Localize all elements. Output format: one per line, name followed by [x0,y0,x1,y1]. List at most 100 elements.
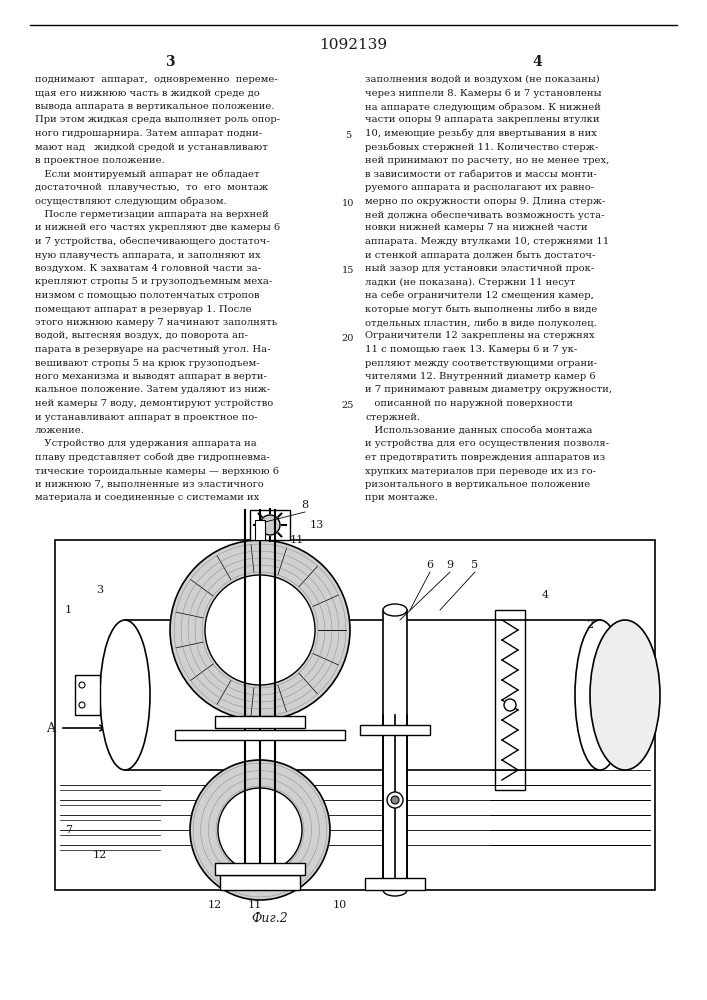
Text: 11 с помощью гаек 13. Камеры 6 и 7 ук-: 11 с помощью гаек 13. Камеры 6 и 7 ук- [365,345,577,354]
Circle shape [79,682,85,688]
Text: низмом с помощью полотенчатых стропов: низмом с помощью полотенчатых стропов [35,291,259,300]
Text: 3: 3 [96,585,103,595]
Ellipse shape [575,620,625,770]
Text: мерно по окружности опоры 9. Длина стерж-: мерно по окружности опоры 9. Длина стерж… [365,196,605,206]
Bar [255,520,265,540]
Bar [215,716,305,728]
Text: ложение.: ложение. [35,426,85,435]
Text: кальное положение. Затем удаляют из ниж-: кальное положение. Затем удаляют из ниж- [35,385,270,394]
Text: репляют между соответствующими ограни-: репляют между соответствующими ограни- [365,359,597,367]
Text: A: A [46,722,55,734]
Text: и нижнюю 7, выполненные из эластичного: и нижнюю 7, выполненные из эластичного [35,480,264,489]
Text: через ниппели 8. Камеры 6 и 7 установлены: через ниппели 8. Камеры 6 и 7 установлен… [365,89,602,98]
Text: ладки (не показана). Стержни 11 несут: ладки (не показана). Стержни 11 несут [365,277,575,287]
Text: которые могут быть выполнены либо в виде: которые могут быть выполнены либо в виде [365,304,597,314]
Bar [360,725,430,735]
Text: 13: 13 [310,520,325,530]
Text: новки нижней камеры 7 на нижней части: новки нижней камеры 7 на нижней части [365,224,588,232]
Text: щая его нижнюю часть в жидкой среде до: щая его нижнюю часть в жидкой среде до [35,89,259,98]
Text: 2: 2 [586,620,594,630]
Text: 25: 25 [341,401,354,410]
Text: 12: 12 [208,900,222,910]
Text: описанной по наружной поверхности: описанной по наружной поверхности [365,399,573,408]
Circle shape [504,699,516,711]
Text: вешивают стропы 5 на крюк грузоподъем-: вешивают стропы 5 на крюк грузоподъем- [35,359,259,367]
Text: в зависимости от габаритов и массы монти-: в зависимости от габаритов и массы монти… [365,169,597,179]
Text: аппарата. Между втулками 10, стержнями 11: аппарата. Между втулками 10, стержнями 1… [365,237,609,246]
Text: материала и соединенные с системами их: материала и соединенные с системами их [35,493,259,502]
Text: 5: 5 [472,560,479,570]
Text: После герметизации аппарата на верхней: После герметизации аппарата на верхней [35,210,269,219]
Text: 15: 15 [341,266,354,275]
Text: этого нижнюю камеру 7 начинают заполнять: этого нижнюю камеру 7 начинают заполнять [35,318,277,327]
Text: Если монтируемый аппарат не обладает: Если монтируемый аппарат не обладает [35,169,259,179]
Text: ризонтального в вертикальное положение: ризонтального в вертикальное положение [365,480,590,489]
Bar [215,863,305,875]
Circle shape [218,788,302,872]
Text: и стенкой аппарата должен быть достаточ-: и стенкой аппарата должен быть достаточ- [365,250,595,260]
Text: 20: 20 [341,334,354,343]
Text: 4: 4 [532,55,542,69]
Text: на аппарате следующим образом. К нижней: на аппарате следующим образом. К нижней [365,102,601,111]
Circle shape [387,792,403,808]
Text: Ограничители 12 закреплены на стержнях: Ограничители 12 закреплены на стержнях [365,332,595,340]
Text: 5: 5 [345,131,351,140]
Text: достаточной  плавучестью,  то  его  монтаж: достаточной плавучестью, то его монтаж [35,183,268,192]
Text: хрупких материалов при переводе их из го-: хрупких материалов при переводе их из го… [365,466,596,476]
Text: 1: 1 [65,605,72,615]
Text: и 7 устройства, обеспечивающего достаточ-: и 7 устройства, обеспечивающего достаточ… [35,237,270,246]
Bar [220,875,300,890]
Circle shape [190,760,330,900]
Circle shape [170,540,350,720]
Text: помещают аппарат в резервуар 1. После: помещают аппарат в резервуар 1. После [35,304,252,314]
Text: отдельных пластин, либо в виде полуколец.: отдельных пластин, либо в виде полуколец… [365,318,597,328]
Text: ней принимают по расчету, но не менее трех,: ней принимают по расчету, но не менее тр… [365,156,609,165]
Bar [125,620,600,770]
Text: водой, вытесняя воздух, до поворота ап-: водой, вытесняя воздух, до поворота ап- [35,332,248,340]
Ellipse shape [590,620,660,770]
Text: Фиг.2: Фиг.2 [252,912,288,924]
Text: резьбовых стержней 11. Количество стерж-: резьбовых стержней 11. Количество стерж- [365,142,598,152]
Text: 3: 3 [165,55,175,69]
Text: ней камеры 7 воду, демонтируют устройство: ней камеры 7 воду, демонтируют устройств… [35,399,273,408]
Text: 7: 7 [65,825,72,835]
Circle shape [79,702,85,708]
Text: в проектное положение.: в проектное положение. [35,156,165,165]
Text: ную плавучесть аппарата, и заполняют их: ную плавучесть аппарата, и заполняют их [35,250,261,259]
Text: 6: 6 [426,560,433,570]
Text: ного гидрошарнира. Затем аппарат подни-: ного гидрошарнира. Затем аппарат подни- [35,129,262,138]
Text: чителями 12. Внутренний диаметр камер 6: чителями 12. Внутренний диаметр камер 6 [365,372,595,381]
Bar [55,540,655,890]
Bar [75,675,100,715]
Ellipse shape [100,620,150,770]
Text: тические тороидальные камеры — верхнюю 6: тические тороидальные камеры — верхнюю 6 [35,466,279,476]
Text: осуществляют следующим образом.: осуществляют следующим образом. [35,196,227,206]
Circle shape [205,575,315,685]
Text: 8: 8 [301,500,308,510]
Bar [495,610,525,790]
Text: поднимают  аппарат,  одновременно  переме-: поднимают аппарат, одновременно переме- [35,75,278,84]
Text: и устройства для его осуществления позволя-: и устройства для его осуществления позво… [365,440,609,448]
Text: 12: 12 [93,850,107,860]
Text: ет предотвратить повреждения аппаратов из: ет предотвратить повреждения аппаратов и… [365,453,605,462]
Bar [365,878,425,890]
Text: 10, имеющие резьбу для ввертывания в них: 10, имеющие резьбу для ввертывания в них [365,129,597,138]
Text: 1092139: 1092139 [319,38,387,52]
Text: При этом жидкая среда выполняет роль опор-: При этом жидкая среда выполняет роль опо… [35,115,280,124]
Text: руемого аппарата и располагают их равно-: руемого аппарата и располагают их равно- [365,183,594,192]
Text: стержней.: стержней. [365,412,420,422]
Text: части опоры 9 аппарата закреплены втулки: части опоры 9 аппарата закреплены втулки [365,115,600,124]
Circle shape [391,796,399,804]
Text: 9: 9 [446,560,454,570]
Text: парата в резервуаре на расчетный угол. На-: парата в резервуаре на расчетный угол. Н… [35,345,271,354]
Text: заполнения водой и воздухом (не показаны): заполнения водой и воздухом (не показаны… [365,75,600,84]
Text: ного механизма и выводят аппарат в верти-: ного механизма и выводят аппарат в верти… [35,372,267,381]
Text: воздухом. К захватам 4 головной части за-: воздухом. К захватам 4 головной части за… [35,264,261,273]
Text: и нижней его частях укрепляют две камеры 6: и нижней его частях укрепляют две камеры… [35,224,280,232]
Text: мают над   жидкой средой и устанавливают: мают над жидкой средой и устанавливают [35,142,268,151]
Text: 10: 10 [341,199,354,208]
Text: 10: 10 [333,900,347,910]
Text: Устройство для удержания аппарата на: Устройство для удержания аппарата на [35,440,257,448]
Bar [250,510,290,540]
Text: ный зазор для установки эластичной прок-: ный зазор для установки эластичной прок- [365,264,595,273]
